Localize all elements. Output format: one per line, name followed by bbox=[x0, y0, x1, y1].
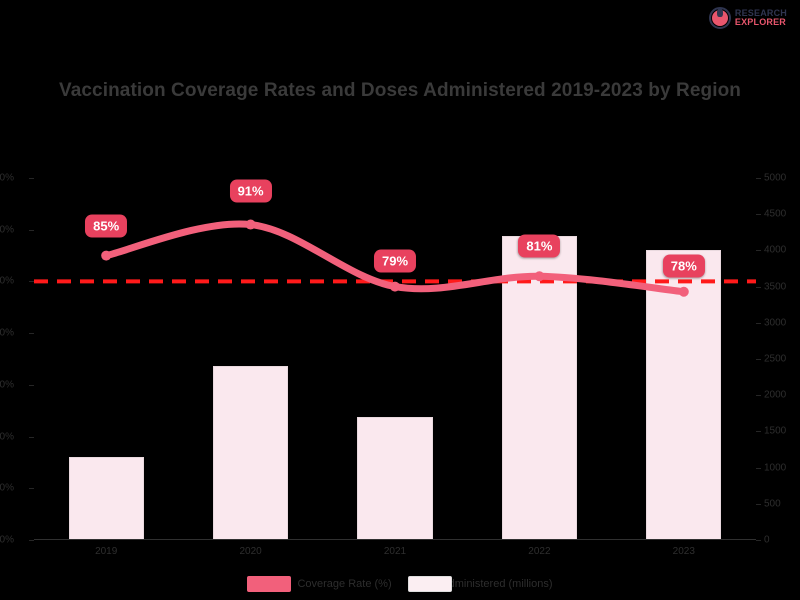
bar-2021[interactable] bbox=[357, 416, 433, 540]
bar-2023[interactable] bbox=[646, 250, 722, 540]
right-tick-label: 4000 bbox=[764, 244, 787, 256]
data-label-2020: 91% bbox=[229, 179, 272, 203]
left-tick-label: 60% bbox=[0, 379, 14, 391]
left-tick-label: 30% bbox=[0, 534, 14, 546]
right-tick-label: 3500 bbox=[764, 281, 787, 293]
left-tick-label: 50% bbox=[0, 431, 14, 443]
right-tick-label: 5000 bbox=[764, 172, 787, 184]
chart-title: Vaccination Coverage Rates and Doses Adm… bbox=[58, 80, 741, 101]
bar-2022[interactable] bbox=[501, 235, 577, 540]
left-tick-label: 70% bbox=[0, 327, 14, 339]
legend-item-coverage-rate[interactable]: Coverage Rate (%) bbox=[247, 576, 392, 592]
right-tick-label: 0 bbox=[764, 534, 770, 546]
left-tick-label: 90% bbox=[0, 224, 14, 236]
data-label-2021: 79% bbox=[373, 249, 417, 273]
x-tick-label: 2020 bbox=[239, 546, 262, 557]
right-tick-label: 3000 bbox=[764, 317, 787, 329]
legend-swatch-line-icon bbox=[247, 576, 292, 592]
data-label-2019: 85% bbox=[85, 214, 128, 238]
x-axis-line bbox=[34, 539, 756, 540]
right-tick-label: 2000 bbox=[764, 389, 787, 401]
x-tick-label: 2019 bbox=[95, 546, 118, 557]
plot-area: 100%90%80%70%60%50%40%30% 50004500400035… bbox=[0, 173, 786, 558]
left-tick-label: 80% bbox=[0, 275, 14, 287]
data-label-2023: 78% bbox=[662, 254, 705, 278]
right-tick-label: 4500 bbox=[764, 208, 787, 220]
legend-label: Coverage Rate (%) bbox=[297, 578, 392, 590]
x-tick-label: 2023 bbox=[672, 546, 695, 557]
x-tick-label: 2022 bbox=[528, 546, 551, 557]
logo-line-2: EXPLORER bbox=[734, 17, 786, 27]
flower-circle-icon bbox=[708, 7, 731, 29]
legend-swatch-bar-icon bbox=[407, 576, 452, 592]
right-tick-label: 1000 bbox=[764, 462, 787, 474]
bar-2020[interactable] bbox=[213, 366, 289, 540]
bar-2019[interactable] bbox=[68, 456, 144, 540]
chart-legend: Coverage Rate (%) Doses Administered (mi… bbox=[0, 576, 800, 592]
logo-line-1: RESEARCH bbox=[734, 7, 787, 18]
right-tick-label: 1500 bbox=[764, 425, 787, 437]
left-tick-label: 40% bbox=[0, 482, 14, 494]
right-tick-label: 2500 bbox=[764, 353, 787, 365]
left-tick-label: 100% bbox=[0, 172, 14, 184]
bar-series bbox=[34, 178, 756, 540]
x-tick-label: 2021 bbox=[383, 546, 407, 557]
data-label-2022: 81% bbox=[518, 234, 561, 258]
brand-logo: RESEARCH EXPLORER bbox=[704, 4, 792, 32]
right-tick-label: 500 bbox=[764, 498, 781, 510]
legend-item-doses-administered[interactable]: Doses Administered (millions) bbox=[407, 576, 553, 592]
